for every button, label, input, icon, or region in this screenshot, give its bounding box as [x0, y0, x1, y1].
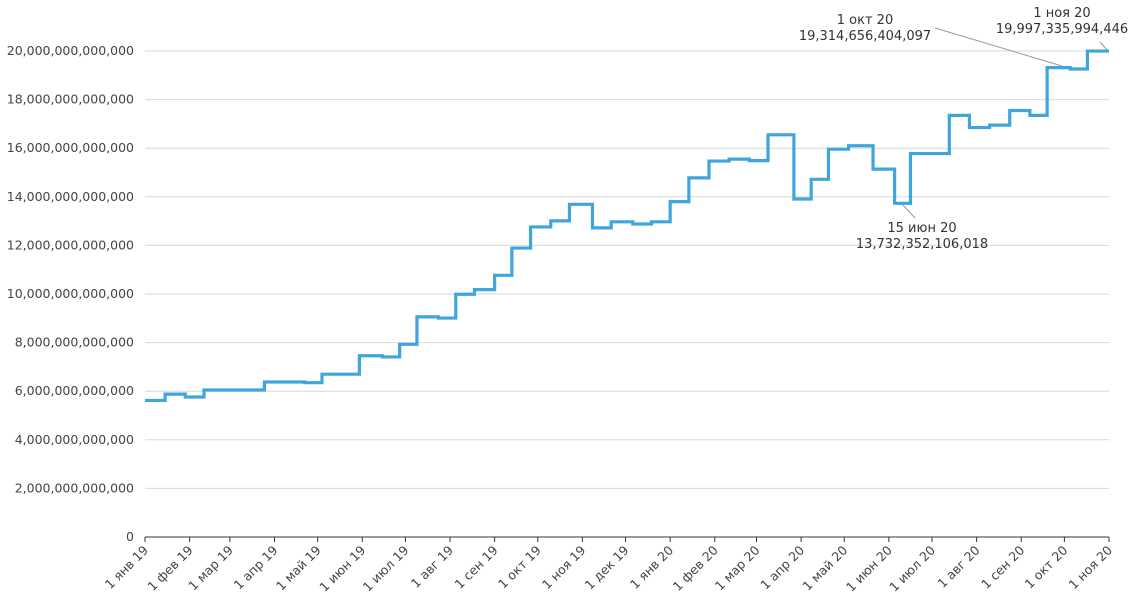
x-tick-label: 1 апр 20	[757, 542, 807, 592]
x-tick-label: 1 окт 19	[495, 542, 544, 591]
x-tick-label: 1 янв 19	[102, 542, 151, 591]
x-tick-label: 1 авг 19	[408, 542, 456, 590]
x-tick-label: 1 ноя 20	[1066, 542, 1116, 592]
x-tick-label: 1 окт 20	[1022, 542, 1071, 591]
annotation-value: 13,732,352,106,018	[856, 237, 988, 252]
annotation-date: 15 июн 20	[887, 221, 956, 236]
annotation-value: 19,314,656,404,097	[799, 29, 931, 44]
y-tick-label: 4,000,000,000,000	[15, 432, 134, 447]
y-tick-label: 20,000,000,000,000	[7, 43, 134, 58]
y-tick-label: 18,000,000,000,000	[7, 92, 134, 107]
x-tick-label: 1 сен 19	[452, 542, 501, 591]
y-tick-label: 16,000,000,000,000	[7, 140, 134, 155]
y-tick-label: 12,000,000,000,000	[7, 237, 134, 252]
annotation-date: 1 окт 20	[837, 13, 893, 28]
y-tick-label: 8,000,000,000,000	[15, 335, 134, 350]
x-tick-label: 1 мар 20	[712, 542, 763, 592]
step-line	[145, 49, 1109, 403]
y-tick-label: 10,000,000,000,000	[7, 286, 134, 301]
y-tick-label: 2,000,000,000,000	[15, 480, 134, 495]
x-tick-label: 1 сен 20	[978, 542, 1027, 591]
y-tick-label: 0	[126, 529, 134, 544]
x-tick-label: 1 янв 20	[627, 542, 676, 591]
x-tick-label: 1 авг 20	[934, 542, 982, 590]
y-tick-label: 6,000,000,000,000	[15, 383, 134, 398]
leader-line	[934, 27, 1063, 67]
x-tick-label: 1 июл 19	[360, 542, 412, 592]
x-tick-label: 1 мар 19	[185, 542, 236, 592]
leader-line	[901, 203, 916, 219]
y-tick-label: 14,000,000,000,000	[7, 189, 134, 204]
x-tick-label: 1 дек 19	[582, 542, 632, 592]
x-tick-label: 1 ноя 19	[539, 542, 589, 592]
annotation-date: 1 ноя 20	[1033, 6, 1090, 21]
x-tick-label: 1 июл 20	[886, 542, 938, 592]
annotation-value: 19,997,335,994,446	[996, 22, 1128, 37]
x-tick-label: 1 апр 19	[231, 542, 281, 592]
